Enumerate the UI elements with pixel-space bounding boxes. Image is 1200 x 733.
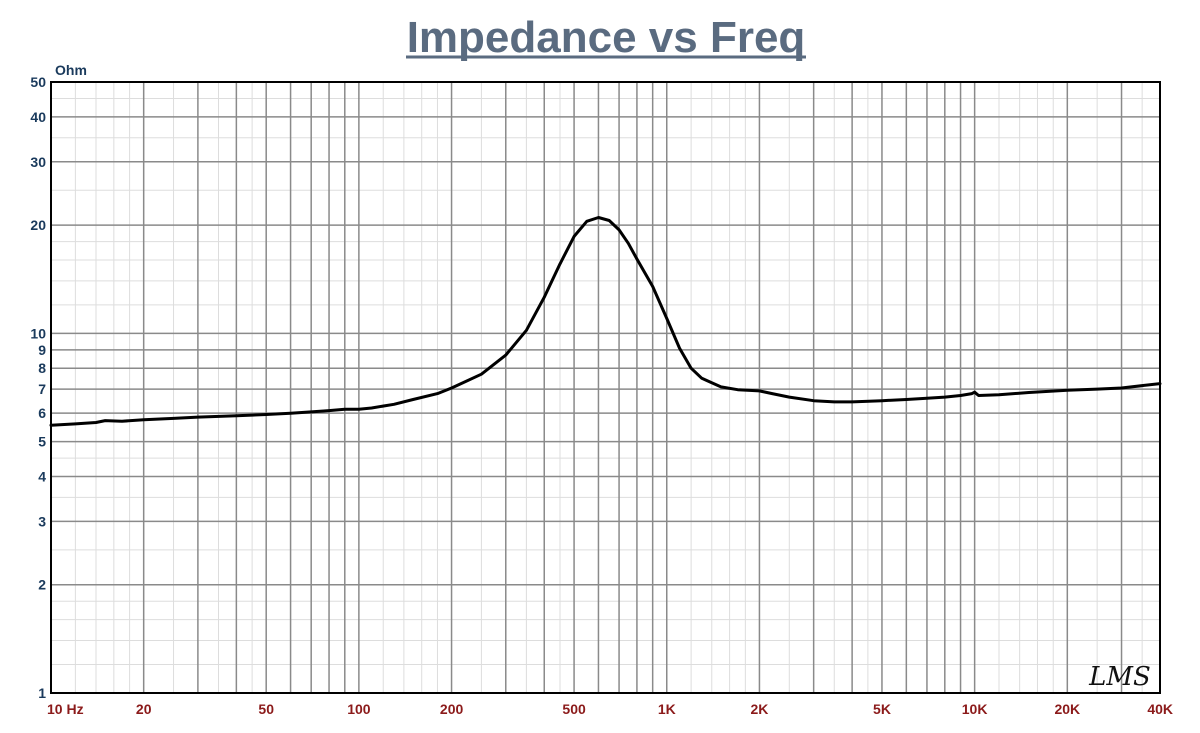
y-tick-label: 4 — [38, 469, 46, 485]
impedance-curve — [49, 216, 1162, 427]
y-tick-label: 40 — [30, 109, 46, 125]
y-tick-label: 6 — [38, 405, 46, 421]
grid — [51, 82, 1160, 693]
x-tick-label: 10 Hz — [47, 701, 84, 717]
series-layer — [49, 216, 1162, 427]
plot-frame — [50, 81, 1161, 694]
x-tick-label: 5K — [873, 701, 891, 717]
x-tick-label: 100 — [347, 701, 371, 717]
y-tick-label: 20 — [30, 217, 46, 233]
x-tick-label: 50 — [258, 701, 274, 717]
y-tick-label: 30 — [30, 154, 46, 170]
x-tick-label: 20K — [1054, 701, 1080, 717]
y-tick-labels: 1 2 3 4 5 6 7 8 910 20 30 40 50 — [30, 74, 46, 701]
x-tick-label: 1K — [658, 701, 676, 717]
x-tick-label: 10K — [962, 701, 988, 717]
x-tick-labels: 10 Hz 20 50 100 200 500 1K 2K 5K 10K 20K 40K — [47, 701, 1173, 717]
y-tick-label: 10 — [30, 325, 46, 341]
chart-title: Impedance vs Freq — [407, 13, 806, 62]
x-tick-label: 200 — [440, 701, 464, 717]
y-tick-label: 50 — [30, 74, 46, 90]
y-tick-label: 7 — [38, 381, 46, 397]
x-tick-label: 20 — [136, 701, 152, 717]
y-tick-label: 2 — [38, 577, 46, 593]
x-tick-label: 2K — [750, 701, 768, 717]
y-tick-label: 1 — [38, 685, 46, 701]
lms-watermark: LMS — [1088, 662, 1151, 692]
y-tick-label: 5 — [38, 434, 46, 450]
y-tick-label: 8 — [38, 360, 46, 376]
y-tick-label: 3 — [38, 513, 46, 529]
y-axis-label: Ohm — [55, 62, 87, 78]
y-tick-label: 9 — [38, 342, 46, 358]
x-tick-label: 40K — [1147, 701, 1173, 717]
x-tick-label: 500 — [562, 701, 586, 717]
